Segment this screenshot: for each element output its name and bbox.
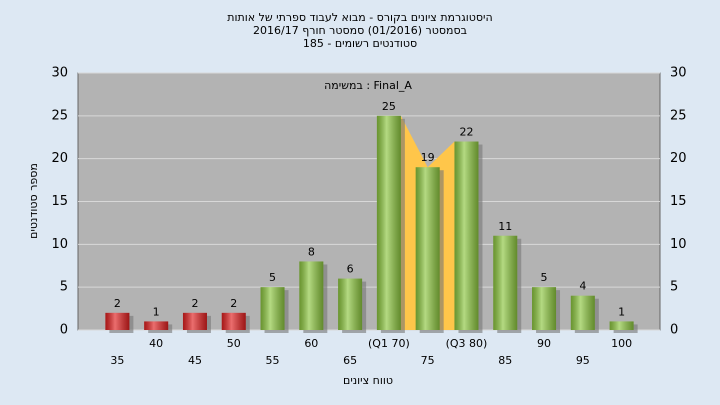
y-tick-label: 0	[60, 323, 68, 338]
x-tick-label: 75	[421, 354, 435, 367]
bar-shade	[144, 321, 169, 330]
y-tick-label: 20	[51, 151, 68, 166]
bar-shade	[454, 141, 479, 330]
y2-tick-label: 15	[670, 194, 687, 209]
value-label: 8	[308, 245, 315, 258]
y2-tick-label: 25	[670, 108, 687, 123]
bar-shade	[182, 312, 207, 330]
x-tick-label: (Q1 70)	[368, 337, 410, 350]
x-tick-label: 95	[576, 354, 590, 367]
value-label: 1	[618, 305, 625, 318]
y2-tick-label: 30	[670, 66, 687, 81]
value-label: 5	[541, 271, 548, 284]
x-tick-label: 35	[110, 354, 124, 367]
x-tick-label: 50	[227, 337, 241, 350]
bar-shade	[493, 235, 518, 330]
bar-shade	[260, 287, 285, 330]
x-tick-label: 60	[304, 337, 318, 350]
x-tick-label: 45	[188, 354, 202, 367]
bar-shade	[338, 278, 363, 330]
value-label: 6	[347, 263, 354, 276]
y2-tick-label: 0	[670, 323, 678, 338]
bar-shade	[609, 321, 634, 330]
bar-shade	[532, 287, 557, 330]
y-tick-label: 10	[51, 237, 68, 252]
x-tick-label: 55	[266, 354, 280, 367]
bar-shade	[221, 312, 246, 330]
x-axis-label: טווח ציונים	[343, 374, 393, 387]
value-label: 22	[459, 126, 473, 139]
chart-subtitle: סטודנטים רשומים - 185	[303, 37, 417, 50]
value-label: 5	[269, 271, 276, 284]
x-tick-label: 100	[611, 337, 632, 350]
chart-subtitle: בסמסטר (01/2016) סמסטר חורף 2016/17	[253, 24, 467, 37]
x-tick-label: 65	[343, 354, 357, 367]
y-tick-label: 15	[51, 194, 68, 209]
value-label: 4	[579, 280, 586, 293]
y2-tick-label: 5	[670, 280, 678, 295]
value-label: 11	[498, 220, 512, 233]
x-tick-label: 90	[537, 337, 551, 350]
x-tick-label: 85	[498, 354, 512, 367]
y-tick-label: 25	[51, 108, 68, 123]
value-label: 1	[153, 305, 160, 318]
bar-shade	[105, 312, 130, 330]
bar-shade	[415, 167, 440, 330]
value-label: 2	[114, 297, 121, 310]
chart-title: היסטוגרמת ציונים בקורס - מבוא לעבוד ספרת…	[227, 11, 492, 24]
y-tick-label: 5	[60, 280, 68, 295]
value-label: 2	[230, 297, 237, 310]
x-tick-label: 40	[149, 337, 163, 350]
y2-tick-label: 20	[670, 151, 687, 166]
value-label: 2	[191, 297, 198, 310]
value-label: 19	[421, 151, 435, 164]
y-axis-label: מספר סטודנטים	[27, 163, 40, 239]
y-tick-label: 30	[51, 66, 68, 81]
bar-shade	[299, 261, 324, 330]
bar-shade	[570, 295, 595, 330]
y2-tick-label: 10	[670, 237, 687, 252]
x-tick-label: (Q3 80)	[446, 337, 488, 350]
annotation: במשימה : Final_A	[324, 79, 412, 92]
bar-shade	[376, 115, 401, 330]
value-label: 25	[382, 100, 396, 113]
